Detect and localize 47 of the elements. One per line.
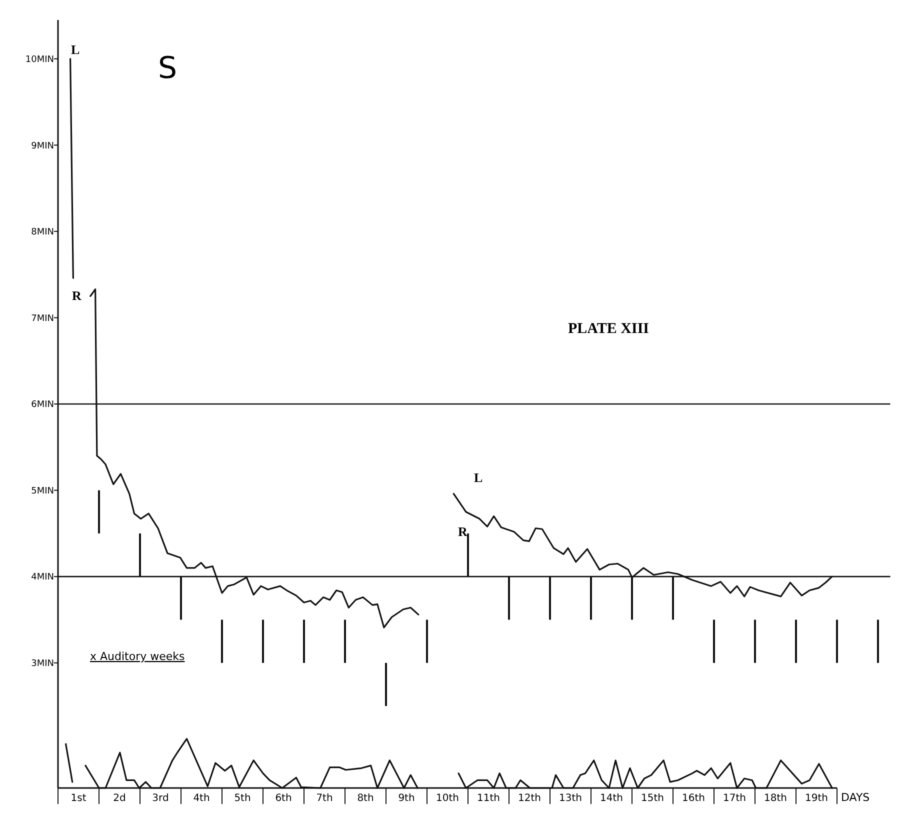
x-tick-label: 19th [805, 793, 828, 804]
bar [877, 620, 879, 663]
annotation: L [71, 42, 80, 57]
x-tick-label: 3rd [152, 793, 169, 804]
annotation: R [458, 524, 468, 539]
x-tick-label: 10th [436, 793, 459, 804]
bar [262, 620, 264, 663]
x-tick-label: 14th [600, 793, 623, 804]
annotation: x Auditory weeks [90, 650, 186, 663]
bar [98, 490, 100, 534]
x-tick-label: 8th [357, 793, 374, 804]
y-tick-label: 9MIN [31, 141, 54, 152]
y-tick-label: 5MIN [31, 486, 54, 496]
x-axis-title: DAYS [841, 791, 870, 804]
y-tick-label: 6MIN [31, 400, 54, 410]
y-tick-label: 8MIN [31, 228, 54, 238]
x-tick-label: 4th [193, 793, 210, 804]
annotation: L [474, 470, 483, 485]
x-tick-label: 18th [764, 793, 787, 804]
bar [713, 620, 715, 663]
x-tick-label: 1st [70, 793, 86, 804]
x-tick-label: 9th [398, 793, 415, 804]
bar [303, 620, 305, 663]
bar [426, 620, 428, 663]
bar [385, 662, 387, 706]
x-tick-label: 6th [275, 793, 292, 804]
x-tick-label: 7th [316, 793, 333, 804]
bar [344, 620, 346, 663]
x-tick-label: 13th [559, 793, 582, 804]
annotation: S [158, 51, 178, 86]
bar [221, 620, 223, 663]
x-tick-label: 12th [518, 793, 541, 804]
annotation: R [72, 288, 82, 303]
x-tick-label: 11th [477, 793, 500, 804]
bar [836, 620, 838, 663]
bar [754, 620, 756, 663]
x-tick-label: 16th [682, 793, 705, 804]
y-tick-label: 7MIN [31, 314, 54, 324]
y-tick-label: 3MIN [31, 659, 54, 670]
bar [795, 620, 797, 663]
y-tick-label: 10MIN [25, 54, 54, 65]
x-tick-label: 15th [641, 793, 664, 804]
y-tick-label: 4MIN [31, 572, 54, 583]
x-tick-label: 2d [113, 793, 126, 804]
x-tick-label: 17th [723, 793, 746, 804]
x-tick-label: 5th [234, 793, 251, 804]
annotation: PLATE XIII [568, 321, 650, 337]
